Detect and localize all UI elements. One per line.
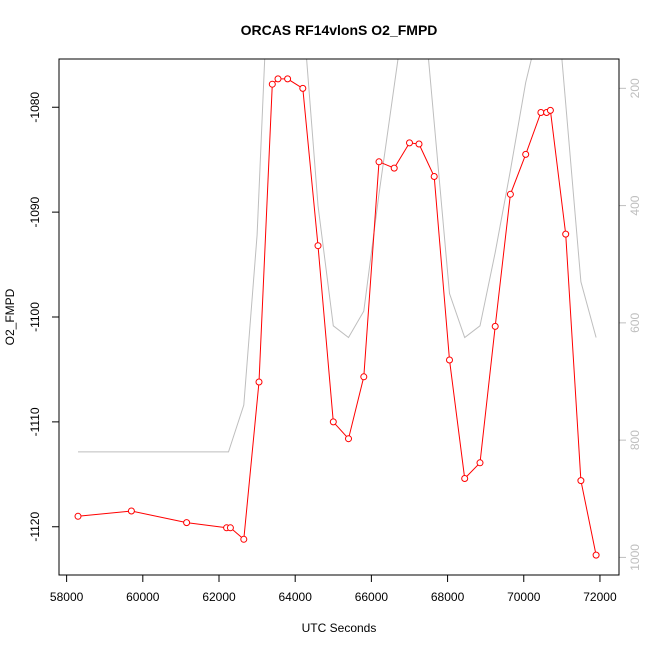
y-tick-label: -1100 (28, 302, 42, 332)
y-axis: -1120 -1110 -1100 -1090 -1080 (28, 92, 60, 542)
y-tick-label: -1120 (28, 512, 42, 542)
data-point (562, 230, 570, 238)
x-tick-label: 62000 (202, 590, 236, 604)
data-point (226, 524, 234, 532)
data-point (268, 80, 276, 88)
data-point (491, 322, 499, 330)
data-point (299, 84, 307, 92)
x-axis: 58000 60000 62000 64000 66000 68000 70000 72000 (50, 574, 617, 604)
y2-axis: 200 400 600 800 1000 (618, 78, 642, 571)
x-tick-label: 70000 (507, 590, 541, 604)
data-point (537, 109, 545, 116)
plot-frame (58, 58, 620, 576)
data-point (406, 139, 413, 147)
data-point (284, 75, 292, 83)
data-point (446, 356, 453, 364)
data-point (255, 378, 263, 386)
y2-tick-label: 800 (628, 430, 642, 450)
data-point (506, 190, 514, 198)
x-tick-label: 68000 (431, 590, 465, 604)
data-point (430, 173, 438, 180)
data-point (183, 519, 191, 527)
y2-tick-label: 200 (628, 78, 642, 98)
data-point (390, 164, 398, 172)
data-point (274, 75, 282, 83)
y2-tick-label: 400 (628, 195, 642, 215)
data-point (375, 158, 383, 166)
series-secondary-line (78, 59, 597, 453)
x-tick-label: 72000 (583, 590, 617, 604)
x-tick-label: 60000 (126, 590, 160, 604)
x-tick-label: 64000 (279, 590, 313, 604)
data-point (240, 535, 248, 543)
y2-tick-label: 1000 (628, 544, 642, 571)
data-point (592, 551, 600, 559)
series-layer (74, 59, 600, 559)
data-point (461, 475, 469, 482)
series-primary-line (77, 78, 597, 556)
y2-tick-label: 600 (628, 313, 642, 333)
x-axis-label: UTC Seconds (302, 621, 377, 635)
chart-title: ORCAS RF14vlonS O2_FMPD (241, 22, 438, 38)
data-point (476, 459, 484, 467)
data-point (329, 418, 337, 426)
data-point (360, 373, 368, 381)
data-point (127, 507, 135, 515)
y-axis-label: O2_FMPD (3, 288, 17, 345)
data-point (345, 435, 352, 443)
x-tick-label: 66000 (355, 590, 389, 604)
data-point (415, 140, 423, 148)
data-point (74, 512, 82, 520)
data-point (314, 242, 322, 250)
data-point (577, 477, 585, 485)
y-tick-label: -1090 (28, 196, 42, 227)
data-point (522, 150, 530, 158)
y-tick-label: -1080 (28, 92, 42, 123)
x-tick-label: 58000 (50, 590, 84, 604)
data-point (546, 106, 554, 114)
y-tick-label: -1110 (28, 407, 42, 436)
